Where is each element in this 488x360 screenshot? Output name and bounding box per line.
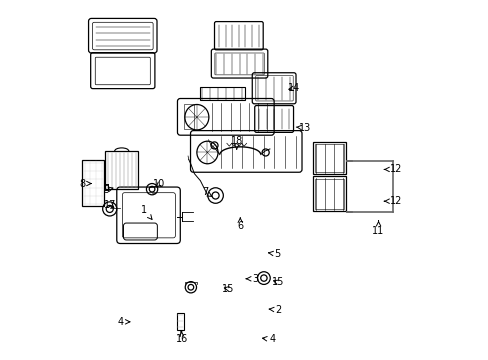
Text: 5: 5 (268, 249, 280, 259)
Text: 8: 8 (79, 179, 91, 189)
Bar (176, 313, 183, 330)
Text: 17: 17 (104, 200, 116, 210)
Text: 12: 12 (384, 196, 402, 206)
Text: 6: 6 (237, 218, 243, 231)
Text: 12: 12 (384, 165, 402, 174)
Bar (313, 142, 346, 174)
Text: 7: 7 (202, 187, 211, 197)
Text: 4: 4 (262, 334, 275, 345)
Text: 2: 2 (268, 305, 281, 315)
Text: 11: 11 (372, 221, 384, 236)
Text: 16: 16 (175, 332, 187, 345)
Bar (200, 87, 244, 100)
Text: 15: 15 (271, 277, 284, 287)
Bar (105, 151, 138, 189)
Bar (82, 160, 104, 207)
Text: 9: 9 (103, 185, 113, 195)
Text: 3: 3 (246, 274, 258, 284)
Bar (314, 144, 343, 172)
Bar (183, 104, 194, 129)
Bar (314, 179, 343, 209)
Text: 10: 10 (153, 179, 165, 189)
Text: 14: 14 (287, 83, 300, 93)
Text: 1: 1 (141, 205, 152, 220)
Text: 13: 13 (296, 123, 311, 133)
Text: 18: 18 (230, 136, 243, 149)
Text: 15: 15 (222, 284, 234, 294)
Bar (313, 176, 346, 211)
Text: 4: 4 (117, 317, 129, 327)
